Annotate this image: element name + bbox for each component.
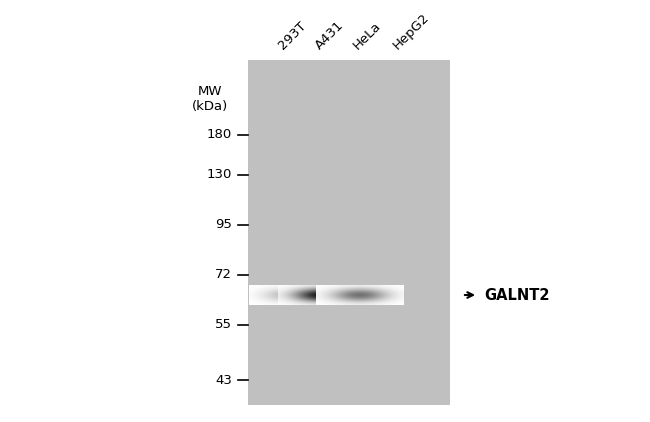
Text: MW
(kDa): MW (kDa) xyxy=(192,85,228,113)
Text: GALNT2: GALNT2 xyxy=(484,287,549,303)
Text: 130: 130 xyxy=(207,168,232,181)
Text: 95: 95 xyxy=(215,219,232,232)
Bar xyxy=(248,60,450,405)
Text: 43: 43 xyxy=(215,373,232,387)
Text: A431: A431 xyxy=(313,19,346,52)
Text: 55: 55 xyxy=(215,319,232,332)
Text: HepG2: HepG2 xyxy=(391,11,432,52)
Text: HeLa: HeLa xyxy=(351,19,383,52)
Text: 72: 72 xyxy=(215,268,232,281)
Text: 180: 180 xyxy=(207,129,232,141)
Text: 293T: 293T xyxy=(276,19,309,52)
